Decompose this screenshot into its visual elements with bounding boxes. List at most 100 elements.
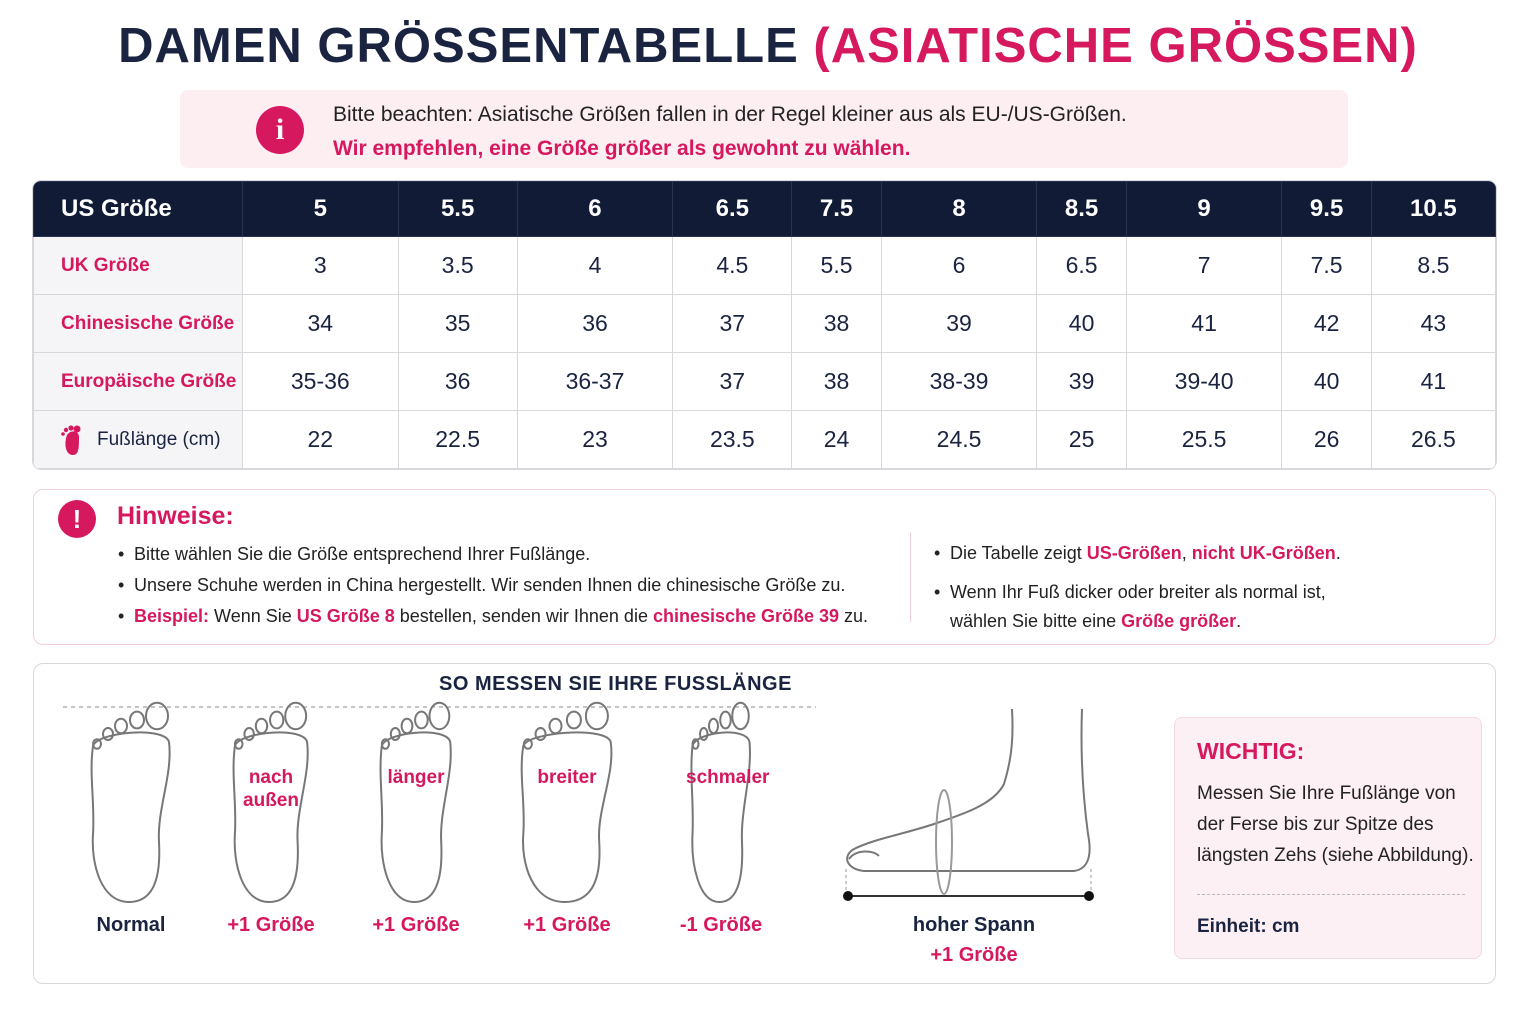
notice-box: i Bitte beachten: Asiatische Größen fall…	[180, 90, 1348, 168]
foot-outline	[520, 701, 613, 904]
hint-text: Bitte wählen Sie die Größe entsprechend …	[134, 544, 591, 564]
header-cell: 5.5	[397, 181, 518, 237]
size-table: US Größe 5 5.5 6 6.5 7.5 8 8.5 9 9.5 10.5 UK Größe 3…	[33, 181, 1496, 469]
cell: 42	[1281, 294, 1372, 353]
toe-nail	[848, 850, 880, 860]
row-label: Fußlänge (cm)	[33, 410, 243, 469]
header-cell: 6.5	[672, 181, 793, 237]
row-label: Chinesische Größe	[33, 294, 243, 353]
cell: 6.5	[1036, 236, 1127, 295]
cell: 25	[1036, 410, 1127, 469]
foot-label: +1 Größe	[372, 914, 460, 936]
toe	[243, 727, 255, 741]
header-cell: 8	[880, 181, 1038, 237]
side-foot	[846, 708, 1091, 895]
toe	[428, 701, 451, 731]
foot-note: schmaler	[686, 767, 770, 788]
divider	[910, 532, 911, 622]
toe	[400, 717, 414, 735]
toe	[145, 701, 169, 731]
foot-label: +1 Größe	[227, 914, 315, 936]
sole	[232, 731, 309, 904]
notice-recommendation: Wir empfehlen, eine Größe größer als gew…	[333, 137, 911, 160]
hint-text: .	[1236, 611, 1242, 631]
foot-label: Normal	[96, 914, 166, 936]
measure-dot	[843, 891, 853, 901]
toe	[284, 701, 308, 731]
hint-text: Die Tabelle zeigt	[950, 543, 1087, 563]
hint-emphasis: Größe größer	[1121, 611, 1237, 631]
foot-outline	[690, 701, 751, 904]
hint: Unsere Schuhe werden in China hergestell…	[118, 570, 868, 601]
important-text: Messen Sie Ihre Fußlänge von der Ferse b…	[1197, 783, 1474, 866]
unit: Einheit: cm	[1197, 916, 1300, 937]
toe	[380, 738, 390, 750]
cell: 38-39	[880, 352, 1038, 411]
header-cell: 5	[242, 181, 399, 237]
toe	[414, 710, 429, 730]
cell: 35	[397, 294, 518, 353]
cell: 23	[516, 410, 674, 469]
cell: 40	[1036, 294, 1127, 353]
cell: 39	[1036, 352, 1127, 411]
cell: 22	[242, 410, 399, 469]
toe	[565, 710, 582, 730]
separator	[1197, 894, 1465, 895]
header-cell: 9.5	[1281, 181, 1372, 237]
hint-text: ,	[1181, 543, 1192, 563]
toe	[534, 727, 547, 741]
hint-emphasis: nicht UK-Größen	[1191, 543, 1336, 563]
cell: 22.5	[397, 410, 518, 469]
foot-outline	[232, 701, 309, 904]
cell: 36	[516, 294, 674, 353]
cell: 36-37	[516, 352, 674, 411]
cell: 5.5	[791, 236, 882, 295]
table-row: Chinesische Größe 34 35 36 37 38 39 40 41 42 43	[33, 294, 1496, 353]
header-cell: 7.5	[791, 181, 882, 237]
cell: 6	[880, 236, 1038, 295]
sole	[690, 731, 751, 904]
cell: 8.5	[1370, 236, 1496, 295]
cell: 4	[516, 236, 674, 295]
alert-icon: !	[58, 500, 96, 538]
important-box: WICHTIG: Messen Sie Ihre Fußlänge von de…	[1174, 717, 1482, 959]
hints-title: Hinweise:	[117, 502, 234, 530]
cell: 4.5	[672, 236, 793, 295]
info-icon: i	[256, 106, 304, 154]
foot-outline	[90, 701, 171, 904]
hint: Wenn Ihr Fuß dicker oder breiter als nor…	[934, 578, 1341, 636]
toe	[522, 738, 533, 750]
table-row: Fußlänge (cm) 22 22.5 23 23.5 24 24.5 25 25.5 26 2…	[33, 410, 1496, 469]
hints-right: Die Tabelle zeigt US-Größen, nicht UK-Gr…	[934, 539, 1341, 646]
foot-note: länger	[387, 767, 445, 788]
cell: 24.5	[880, 410, 1038, 469]
cell: 38	[791, 352, 882, 411]
cell: 40	[1281, 352, 1372, 411]
row-label: Europäische Größe	[33, 352, 243, 411]
foot-icon	[61, 424, 81, 455]
title: DAMEN GRÖSSENTABELLE (ASIATISCHE GRÖSSEN…	[0, 18, 1536, 74]
row-label: UK Größe	[33, 236, 243, 295]
instep-loop	[935, 789, 953, 895]
row-label: US Größe	[33, 181, 243, 237]
foot-label: +1 Größe	[523, 914, 611, 936]
title-main: DAMEN GRÖSSENTABELLE	[118, 19, 799, 73]
hint-emphasis: US-Größen	[1086, 543, 1182, 563]
sole	[520, 731, 613, 904]
cell: 43	[1370, 294, 1496, 353]
header-row: US Größe 5 5.5 6 6.5 7.5 8 8.5 9 9.5 10.5	[33, 181, 1496, 237]
hint-example: Beispiel: Wenn Sie US Größe 8 bestellen,…	[118, 601, 868, 632]
hint-text: Wenn Ihr Fuß dicker oder breiter als nor…	[950, 582, 1326, 602]
cell: 26	[1281, 410, 1372, 469]
toe	[691, 738, 700, 750]
header-cell: 9	[1125, 181, 1283, 237]
cell: 7.5	[1281, 236, 1372, 295]
notice-line: Bitte beachten: Asiatische Größen fallen…	[333, 103, 1127, 126]
toe	[708, 717, 719, 735]
toe	[129, 710, 145, 730]
toe	[233, 738, 244, 750]
cell: 36	[397, 352, 518, 411]
cell: 23.5	[672, 410, 793, 469]
header-cell: 8.5	[1036, 181, 1127, 237]
